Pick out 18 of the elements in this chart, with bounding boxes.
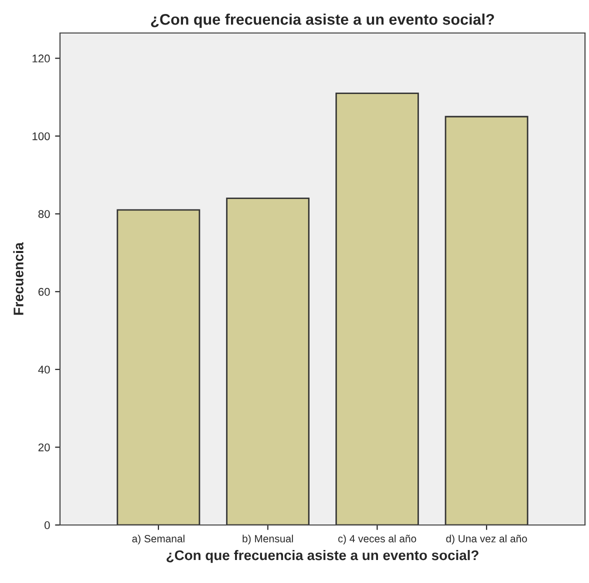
y-tick-label: 120	[32, 54, 50, 62]
y-tick-label: 0	[44, 521, 50, 530]
bar	[444, 116, 528, 525]
bar	[226, 198, 310, 525]
chart-title: ¿Con que frecuencia asiste a un evento social?	[151, 14, 494, 28]
y-tick-label: 40	[38, 366, 50, 374]
y-tick-label: 60	[38, 288, 50, 296]
x-tick-label: c) 4 veces al año	[338, 534, 416, 544]
x-tick-label: b) Mensual	[242, 534, 293, 544]
x-tick-label: a) Semanal	[132, 534, 184, 544]
x-tick-label: d) Una vez al año	[446, 534, 527, 544]
bar	[116, 209, 200, 525]
y-axis-title: Frecuencia	[13, 242, 24, 315]
y-tick-label: 100	[32, 132, 50, 140]
y-tick-label: 80	[38, 210, 50, 218]
x-axis-title: ¿Con que frecuencia asiste a un evento social?	[166, 550, 478, 563]
bar	[335, 92, 419, 525]
y-tick-label: 20	[38, 443, 50, 452]
